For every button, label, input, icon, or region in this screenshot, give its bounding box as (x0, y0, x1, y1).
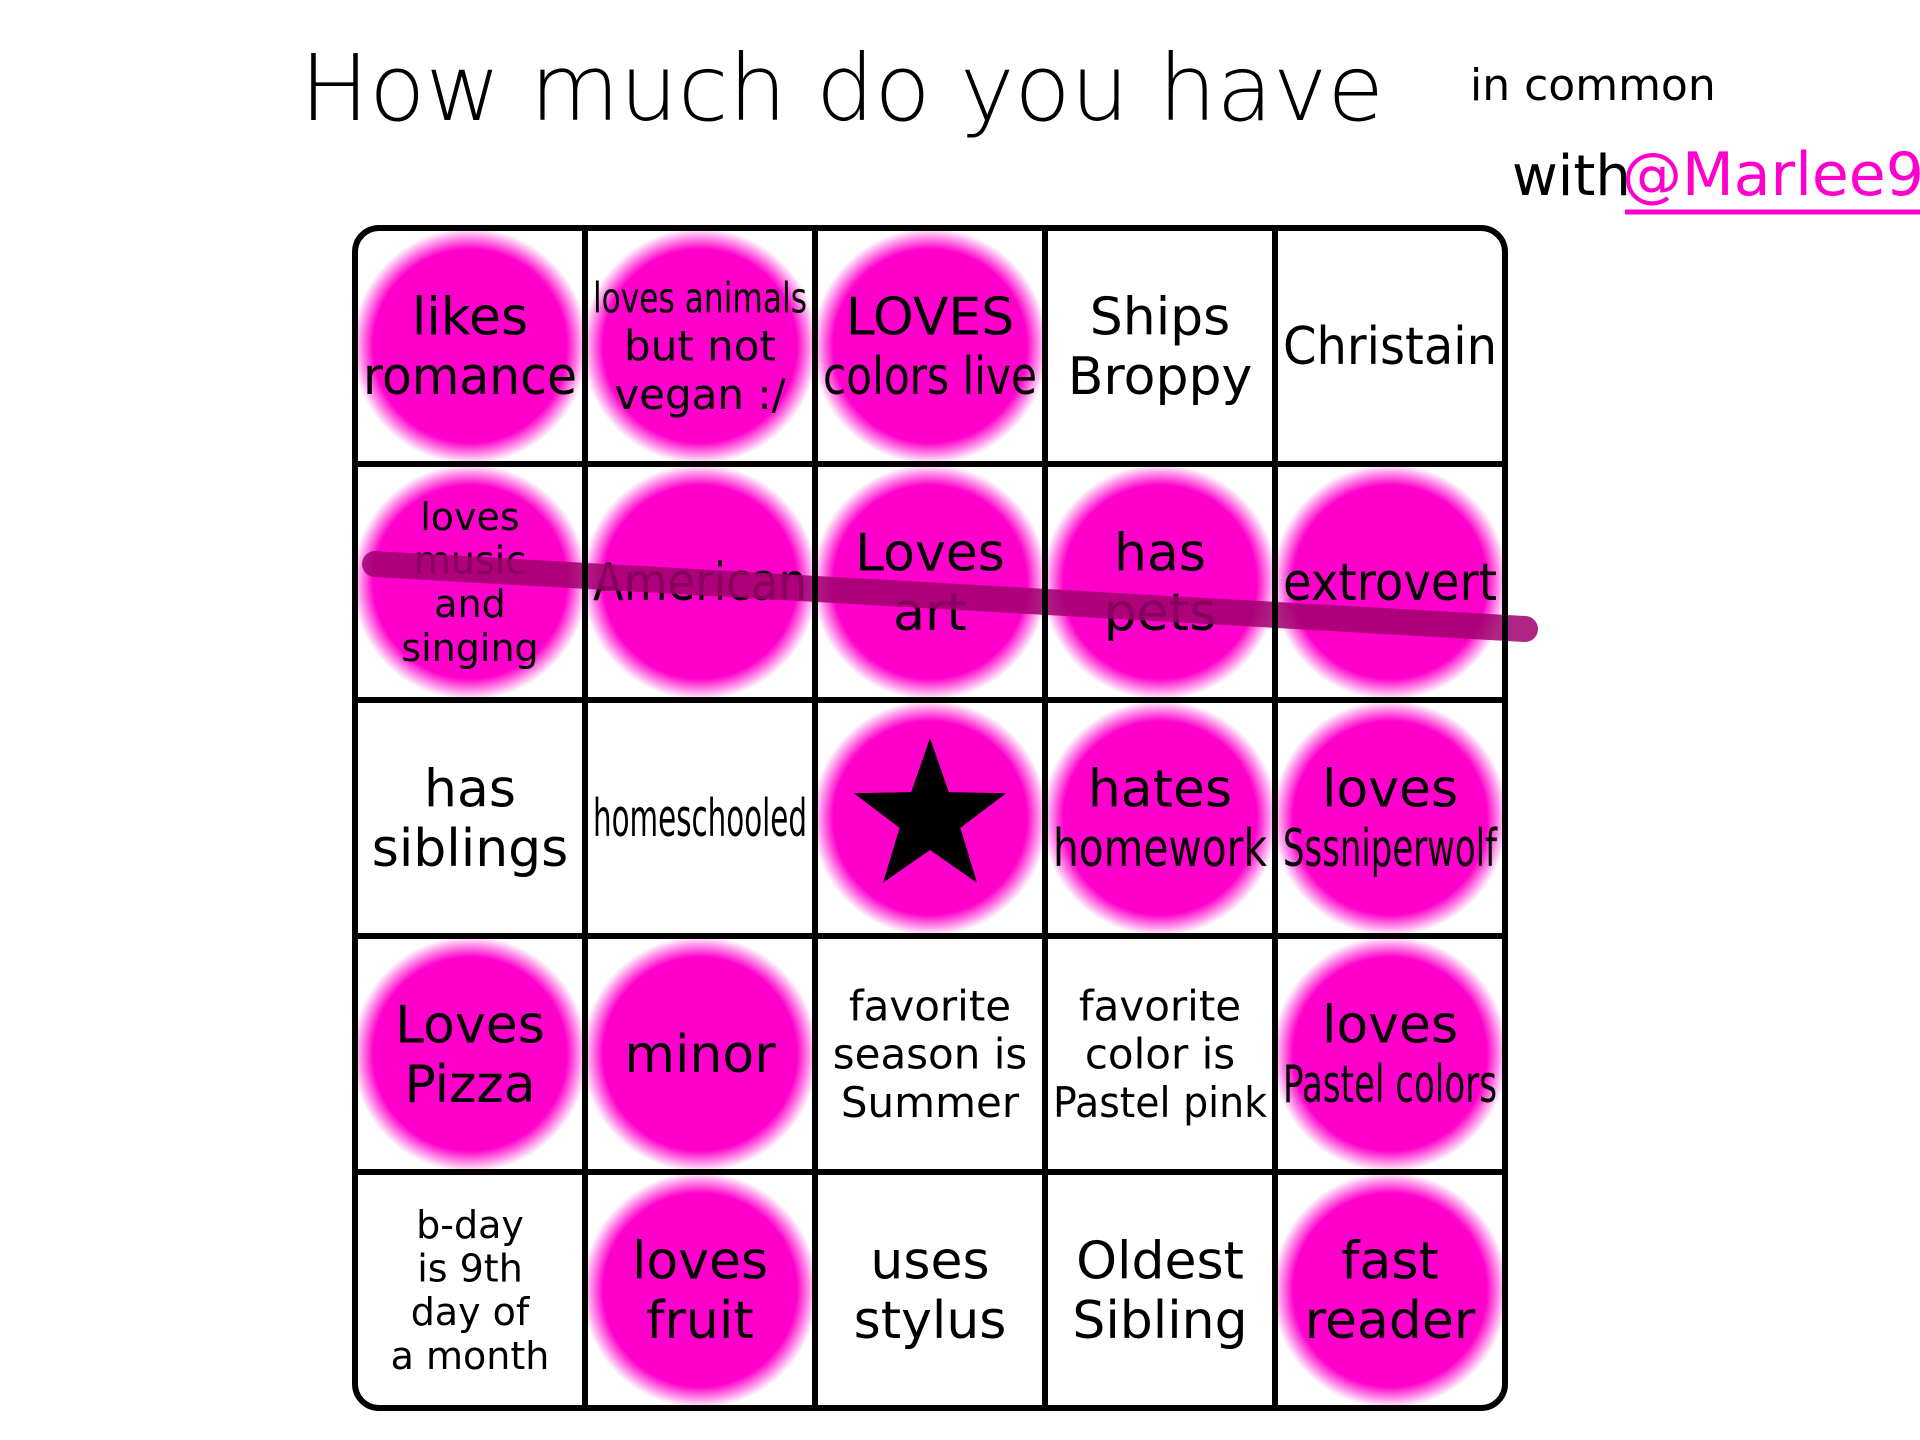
cell-text: vegan :/ (614, 370, 786, 419)
cell-text: color is (1085, 1030, 1235, 1079)
cell-text: homeschooled (593, 789, 807, 849)
marked-circle (1042, 700, 1278, 936)
handle: @Marlee9910 (1622, 140, 1920, 210)
cell-text: Loves (855, 523, 1005, 583)
marked-circle (582, 936, 818, 1172)
cell-text: minor (624, 1025, 776, 1085)
cell-text: Broppy (1068, 347, 1253, 407)
cell-text: singing (401, 626, 538, 670)
grid (352, 225, 1538, 1411)
marked-circle (812, 228, 1048, 464)
cell-text: favorite (1079, 981, 1241, 1030)
marked-circle (1272, 464, 1508, 700)
free-star (853, 738, 1007, 883)
cell-text: reader (1305, 1291, 1476, 1351)
cell-text: loves (1322, 759, 1458, 819)
cell-text: loves (420, 495, 519, 539)
cell-text: Sssniperwolf (1283, 819, 1498, 879)
cell-text: and (434, 582, 506, 626)
cell-text: is 9th (417, 1246, 523, 1290)
cell-text: siblings (372, 819, 569, 879)
cell-text: Christain (1283, 317, 1497, 377)
cell-text: loves (1322, 995, 1458, 1055)
cell-text: romance (363, 347, 577, 407)
cell-text: Pizza (404, 1055, 535, 1115)
cell-text: but not (624, 322, 776, 371)
cell-text: likes (412, 287, 528, 347)
title-small: in common (1470, 60, 1716, 111)
marked-circle (582, 228, 818, 464)
title: How much do you have (300, 35, 1384, 142)
marked-circle (582, 1172, 818, 1408)
cell-text: has (1114, 523, 1206, 583)
cell-text: fruit (646, 1291, 753, 1351)
cell-text: uses (870, 1231, 989, 1291)
cell-text: has (424, 759, 516, 819)
cell-text: season is (833, 1030, 1028, 1079)
cell-text: extrovert (1283, 553, 1497, 613)
cell-text: fast (1341, 1231, 1439, 1291)
cell-text: favorite (849, 981, 1011, 1030)
marked-circle (1272, 936, 1508, 1172)
cell-text: Sibling (1072, 1291, 1247, 1351)
cell-text: loves (632, 1231, 768, 1291)
cell-text: Oldest (1076, 1231, 1244, 1291)
marked-circle (812, 464, 1048, 700)
marked-circle (1272, 700, 1508, 936)
marked-circle (352, 228, 588, 464)
bingo-line (362, 551, 1538, 642)
marked-circle (1272, 1172, 1508, 1408)
cell-text: colors live (823, 347, 1037, 407)
cell-text: homework (1053, 819, 1267, 879)
cell-text: Pastel pink (1053, 1078, 1268, 1127)
cell-text: LOVES (846, 287, 1015, 347)
cell-text: loves animals (593, 273, 807, 322)
grid-border (352, 225, 1508, 1411)
marked-circle (352, 936, 588, 1172)
cell-text: stylus (854, 1291, 1007, 1351)
marked-circle (1042, 464, 1278, 700)
with-label: with (1512, 144, 1631, 209)
cell-text: hates (1088, 759, 1232, 819)
cell-text: Summer (841, 1078, 1020, 1127)
cell-text: b-day (416, 1203, 524, 1247)
cell-text: Pastel colors (1283, 1055, 1497, 1115)
cell-text: Loves (395, 995, 545, 1055)
cell-text: a month (391, 1334, 550, 1378)
cell-text: day of (411, 1290, 531, 1334)
cell-text: Ships (1090, 287, 1231, 347)
